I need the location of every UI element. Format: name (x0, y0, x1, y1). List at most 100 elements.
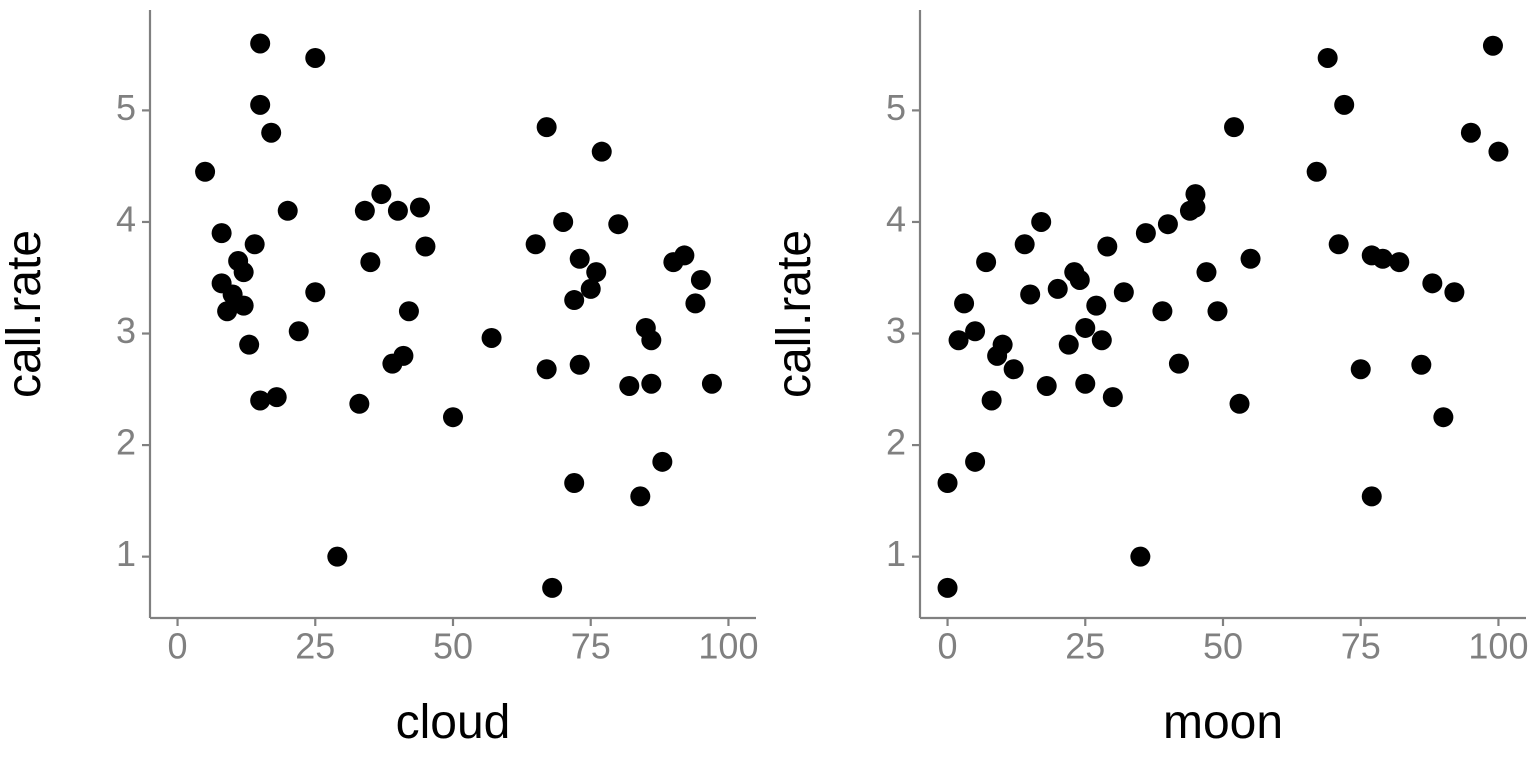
scatter-point (592, 142, 612, 162)
y-tick-label: 3 (116, 310, 136, 351)
moon-panel: 025507510012345mooncall.rate (770, 0, 1536, 768)
scatter-point (349, 394, 369, 414)
y-tick-label: 5 (886, 87, 906, 128)
scatter-point (1334, 95, 1354, 115)
scatter-point (1152, 301, 1172, 321)
scatter-point (1329, 234, 1349, 254)
scatter-point (1241, 249, 1261, 269)
scatter-point (965, 321, 985, 341)
x-tick-label: 75 (1341, 625, 1381, 666)
scatter-point (1075, 374, 1095, 394)
y-tick-label: 3 (886, 310, 906, 351)
scatter-point (1086, 296, 1106, 316)
scatter-point (586, 262, 606, 282)
scatter-point (1318, 48, 1338, 68)
scatter-point (1097, 237, 1117, 257)
scatter-point (526, 234, 546, 254)
scatter-point (245, 234, 265, 254)
scatter-point (399, 301, 419, 321)
scatter-point (1483, 36, 1503, 56)
scatter-point (371, 184, 391, 204)
scatter-point (537, 117, 557, 137)
scatter-point (1230, 394, 1250, 414)
scatter-point (1015, 234, 1035, 254)
y-tick-label: 1 (886, 533, 906, 574)
scatter-point (691, 270, 711, 290)
y-tick-label: 2 (886, 422, 906, 463)
scatter-point (619, 376, 639, 396)
scatter-point (195, 162, 215, 182)
scatter-point (954, 293, 974, 313)
scatter-point (1059, 335, 1079, 355)
scatter-point (1389, 252, 1409, 272)
scatter-point (537, 359, 557, 379)
scatter-point (1092, 330, 1112, 350)
scatter-point (1158, 214, 1178, 234)
x-axis-title: cloud (396, 696, 511, 749)
scatter-point (1196, 262, 1216, 282)
scatter-point (641, 330, 661, 350)
x-tick-label: 25 (1065, 625, 1105, 666)
scatter-point (570, 355, 590, 375)
scatter-point (443, 407, 463, 427)
figure: 025507510012345cloudcall.rate 0255075100… (0, 0, 1536, 768)
scatter-point (355, 201, 375, 221)
scatter-point (1411, 355, 1431, 375)
scatter-point (1224, 117, 1244, 137)
scatter-point (1185, 184, 1205, 204)
scatter-point (1075, 318, 1095, 338)
scatter-point (993, 335, 1013, 355)
x-tick-label: 100 (698, 625, 758, 666)
scatter-point (1031, 212, 1051, 232)
scatter-point (641, 374, 661, 394)
scatter-point (1373, 249, 1393, 269)
scatter-point (1207, 301, 1227, 321)
x-tick-label: 50 (433, 625, 473, 666)
scatter-point (1114, 282, 1134, 302)
points-group (938, 36, 1509, 598)
x-tick-label: 75 (571, 625, 611, 666)
scatter-point (234, 296, 254, 316)
scatter-point (1488, 142, 1508, 162)
y-tick-label: 5 (116, 87, 136, 128)
x-tick-label: 50 (1203, 625, 1243, 666)
x-tick-label: 0 (938, 625, 958, 666)
x-tick-label: 25 (295, 625, 335, 666)
scatter-point (1461, 123, 1481, 143)
scatter-point (261, 123, 281, 143)
cloud-panel: 025507510012345cloudcall.rate (0, 0, 766, 768)
scatter-point (542, 578, 562, 598)
y-tick-label: 4 (116, 198, 136, 239)
scatter-point (1020, 284, 1040, 304)
scatter-point (564, 473, 584, 493)
scatter-point (305, 48, 325, 68)
scatter-point (938, 473, 958, 493)
scatter-point (360, 252, 380, 272)
scatter-point (1351, 359, 1371, 379)
scatter-point (553, 212, 573, 232)
scatter-point (388, 201, 408, 221)
scatter-point (982, 390, 1002, 410)
scatter-point (1037, 376, 1057, 396)
scatter-point (234, 262, 254, 282)
scatter-point (1362, 486, 1382, 506)
scatter-point (1433, 407, 1453, 427)
scatter-point (570, 249, 590, 269)
scatter-point (564, 290, 584, 310)
x-tick-label: 100 (1468, 625, 1528, 666)
scatter-point (674, 245, 694, 265)
scatter-point (305, 282, 325, 302)
scatter-point (608, 214, 628, 234)
scatter-point (1444, 282, 1464, 302)
scatter-point (267, 387, 287, 407)
y-tick-label: 2 (116, 422, 136, 463)
x-tick-label: 0 (168, 625, 188, 666)
scatter-point (327, 547, 347, 567)
scatter-point (393, 346, 413, 366)
scatter-point (289, 321, 309, 341)
y-tick-label: 1 (116, 533, 136, 574)
scatter-point (410, 197, 430, 217)
scatter-point (1048, 279, 1068, 299)
scatter-point (1307, 162, 1327, 182)
x-axis-title: moon (1163, 696, 1283, 749)
